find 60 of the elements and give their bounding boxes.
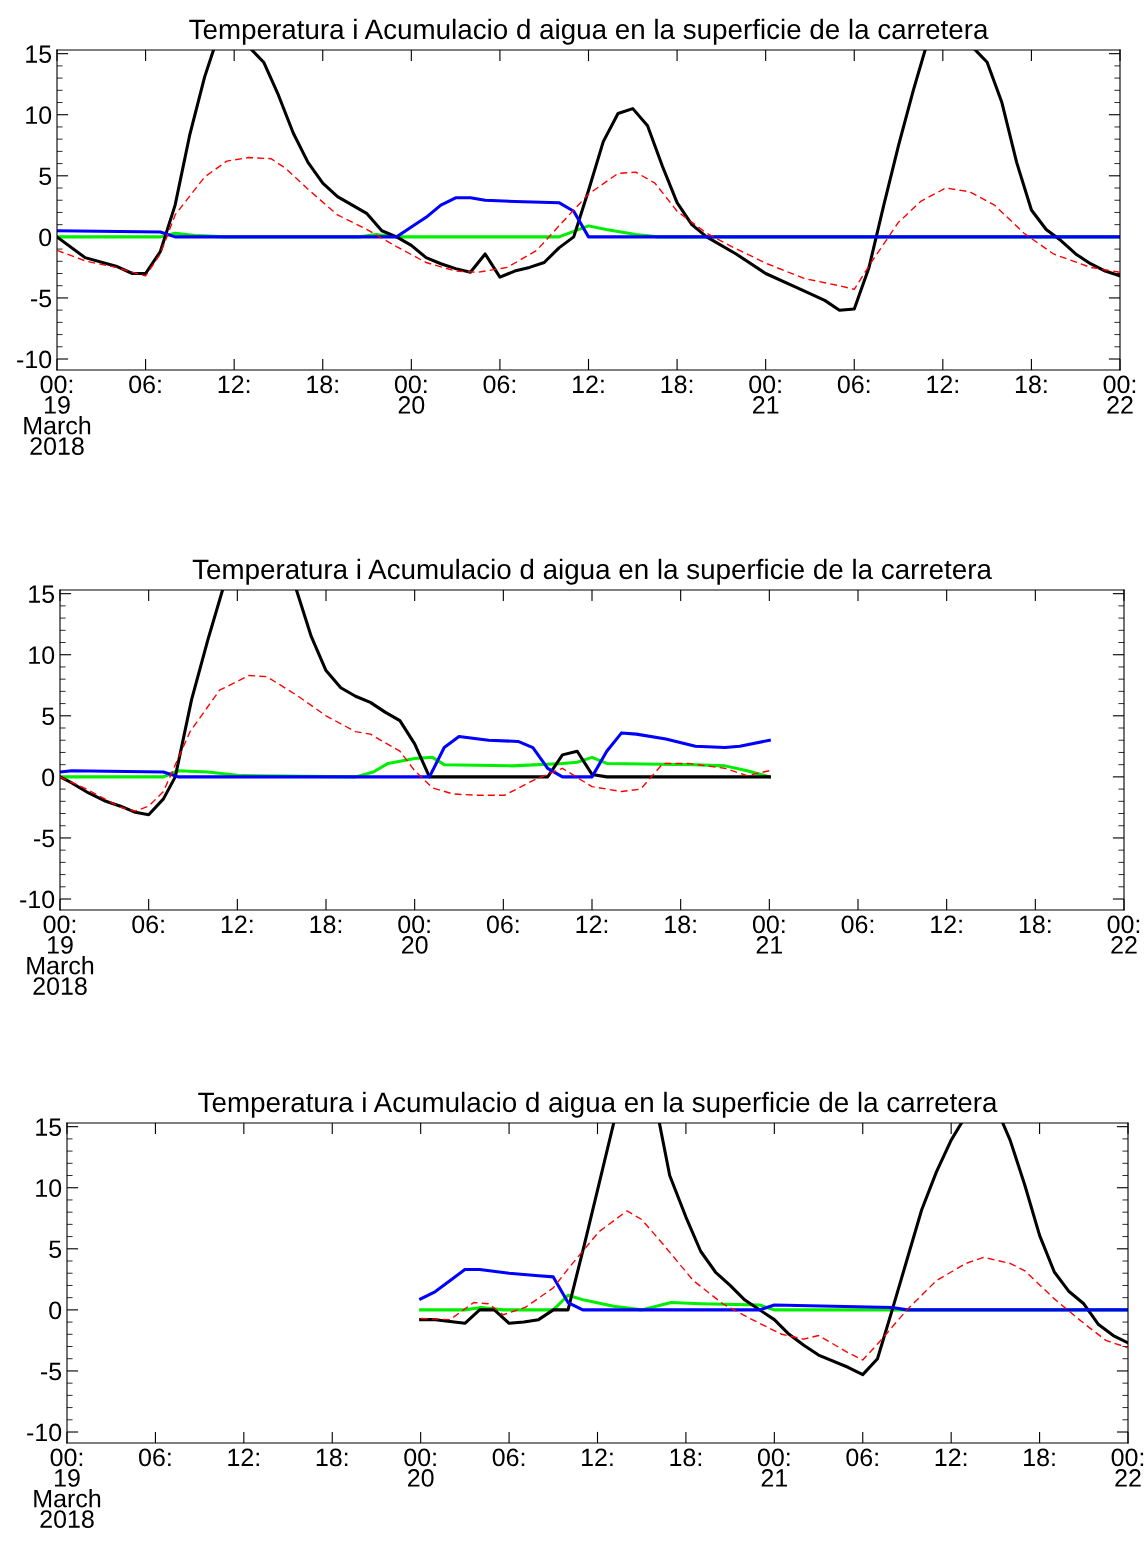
x-tick-label: 12:	[221, 915, 253, 933]
y-tick-label: -10	[20, 890, 55, 909]
x-tick-label: 12:	[935, 1448, 967, 1466]
y-tick-label: 10	[29, 646, 55, 665]
x-tick-label: 00: 21	[752, 915, 785, 954]
x-tick-label: 12:	[927, 375, 958, 393]
x-tick-label: 00: 20	[398, 915, 430, 954]
x-tick-label: 18:	[1015, 375, 1047, 394]
y-tick-label: 10	[26, 106, 52, 125]
x-tick-label: 12:	[218, 375, 250, 393]
x-tick-label: 00: 19 March 2018	[27, 915, 94, 995]
y-tick-label: 5	[42, 707, 55, 726]
y-tick-label: -10	[17, 350, 52, 369]
x-tick-label: 12:	[228, 1448, 259, 1466]
x-tick-label: 00: 21	[749, 375, 781, 414]
y-tick-label: -5	[31, 289, 52, 308]
y-tick-label: 15	[26, 45, 52, 63]
y-tick-label: 0	[39, 228, 52, 247]
x-tick-label: 06:	[129, 375, 161, 394]
x-tick-label: 18:	[1024, 1448, 1055, 1467]
x-tick-label: 18:	[1019, 915, 1051, 934]
x-tick-label: 00: 22	[1111, 1448, 1144, 1487]
x-tick-label: 00: 21	[757, 1448, 790, 1487]
x-tick-label: 06:	[139, 1448, 171, 1467]
x-tick-label: 12:	[931, 915, 962, 933]
x-tick-label: 00: 19 March 2018	[34, 1448, 101, 1528]
x-tick-label: 12:	[582, 1448, 613, 1466]
y-tick-label: -5	[41, 1362, 62, 1381]
y-tick-label: 0	[42, 768, 55, 787]
chart-title: Temperatura i Acumulacio d aigua en la superficie de la carretera	[192, 558, 992, 585]
x-tick-label: 12:	[576, 915, 608, 933]
y-tick-label: 10	[36, 1179, 62, 1198]
y-tick-label: 5	[49, 1240, 62, 1259]
x-tick-label: 18:	[665, 915, 696, 934]
y-tick-label: -5	[34, 829, 55, 848]
x-tick-label: 12:	[573, 375, 604, 393]
y-tick-label: 5	[39, 167, 52, 186]
x-tick-label: 18:	[307, 375, 338, 394]
x-tick-label: 00: 20	[404, 1448, 436, 1487]
x-tick-label: 00: 22	[1107, 915, 1140, 954]
x-tick-label: 06:	[492, 1448, 525, 1467]
x-tick-label: 06:	[483, 375, 516, 394]
y-tick-label: 0	[49, 1301, 62, 1320]
x-tick-label: 00: 20	[394, 375, 427, 414]
chart-title: Temperatura i Acumulacio d aigua en la superficie de la carretera	[189, 18, 989, 45]
y-tick-label: 15	[29, 585, 55, 603]
x-tick-label: 06:	[846, 1448, 878, 1467]
y-tick-label: -10	[27, 1423, 62, 1442]
y-tick-label: 15	[36, 1118, 62, 1136]
x-tick-label: 18:	[310, 915, 342, 934]
x-tick-label: 06:	[837, 375, 870, 394]
chart-title: Temperatura i Acumulacio d aigua en la superficie de la carretera	[198, 1091, 998, 1118]
x-tick-label: 18:	[316, 1448, 348, 1467]
x-tick-label: 00: 19 March 2018	[24, 375, 91, 455]
x-tick-label: 06:	[841, 915, 874, 934]
x-tick-label: 06:	[132, 915, 164, 934]
x-tick-label: 18:	[661, 375, 693, 394]
x-tick-label: 06:	[486, 915, 519, 934]
x-tick-label: 18:	[670, 1448, 702, 1467]
x-tick-label: 00: 22	[1103, 375, 1136, 414]
